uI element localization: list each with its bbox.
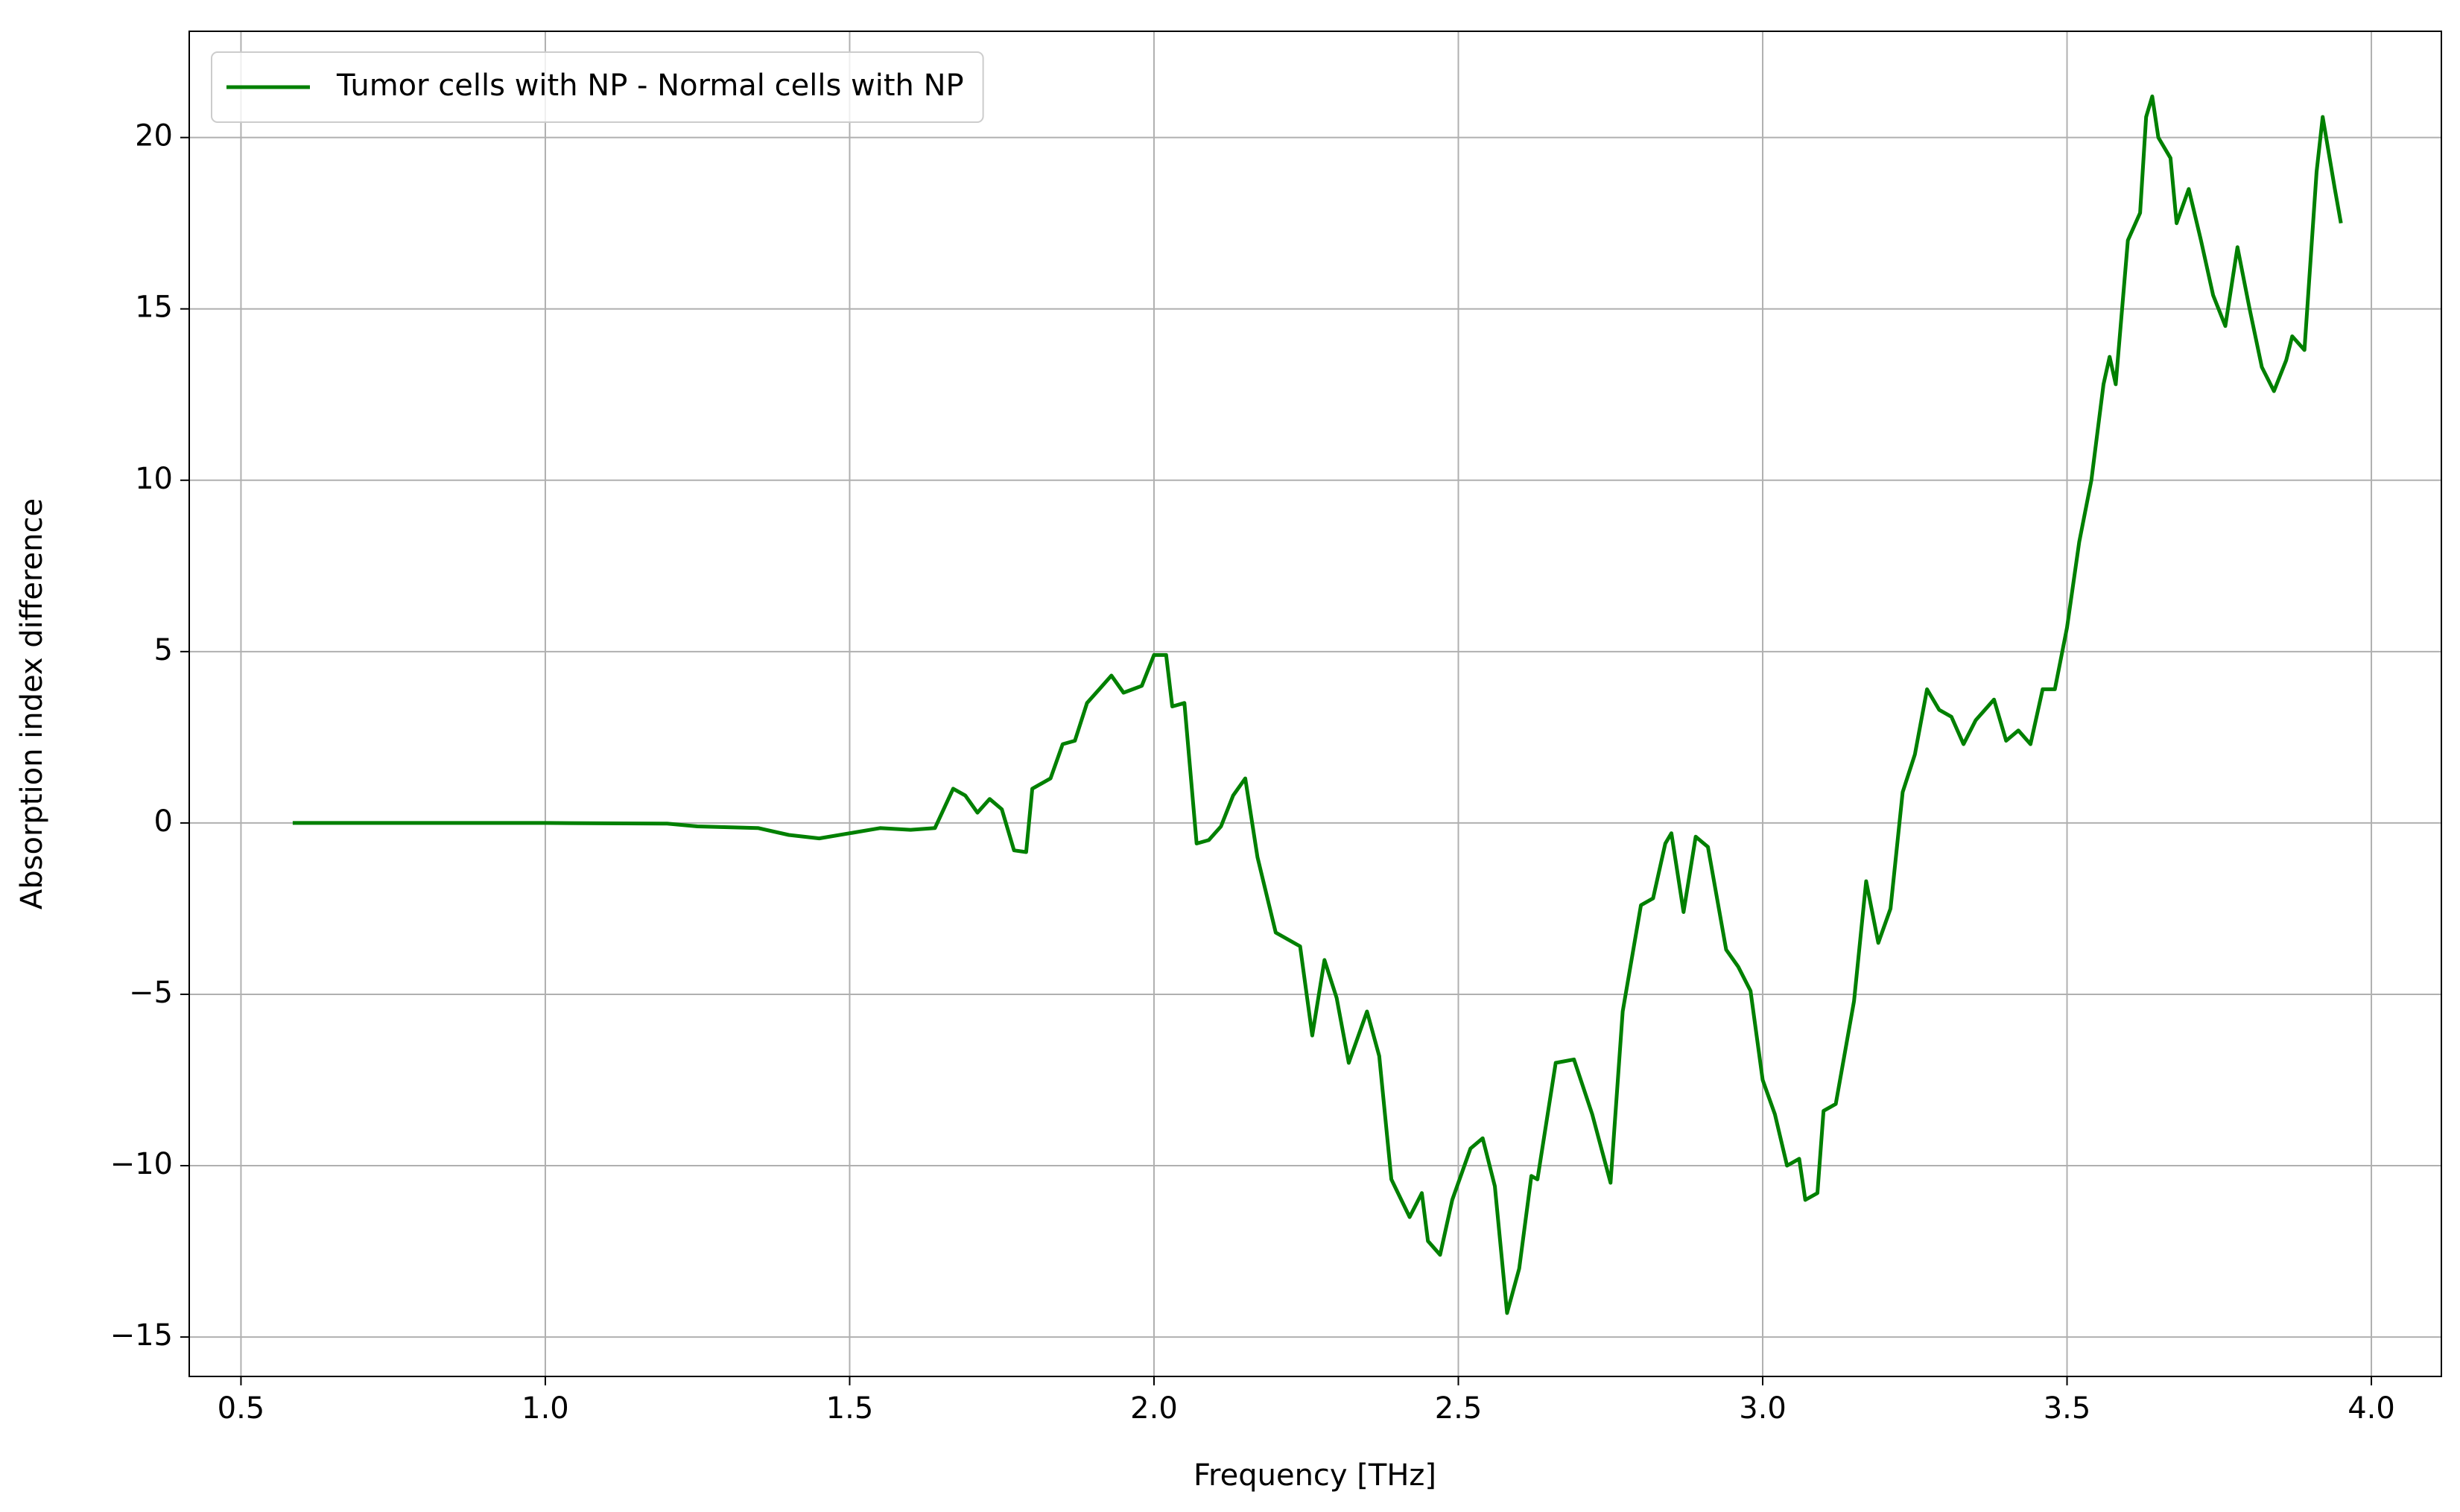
- y-tick-label: 20: [135, 119, 173, 153]
- y-tick-label: −10: [110, 1147, 173, 1181]
- y-tick-label: 15: [135, 290, 173, 325]
- y-tick-label: 10: [135, 462, 173, 496]
- x-tick-label: 2.0: [1130, 1391, 1178, 1426]
- y-tick-label: −5: [129, 976, 173, 1010]
- x-tick-label: 2.5: [1435, 1391, 1483, 1426]
- legend-box: [211, 51, 984, 123]
- y-axis-label: Absorption index difference: [15, 498, 49, 909]
- x-tick-label: 4.0: [2348, 1391, 2395, 1426]
- x-tick-label: 1.0: [522, 1391, 569, 1426]
- x-tick-label: 3.0: [1739, 1391, 1787, 1426]
- y-tick-label: 0: [154, 804, 173, 839]
- x-axis-label: Frequency [THz]: [1193, 1458, 1436, 1493]
- legend-label: Tumor cells with NP - Normal cells with …: [336, 69, 964, 103]
- x-tick-label: 0.5: [218, 1391, 265, 1426]
- x-tick-label: 3.5: [2044, 1391, 2091, 1426]
- y-tick-label: −15: [110, 1318, 173, 1353]
- y-tick-label: 5: [154, 633, 173, 667]
- data-line: [292, 94, 2343, 1315]
- x-tick-label: 1.5: [826, 1391, 874, 1426]
- plot-frame: [188, 31, 2442, 1377]
